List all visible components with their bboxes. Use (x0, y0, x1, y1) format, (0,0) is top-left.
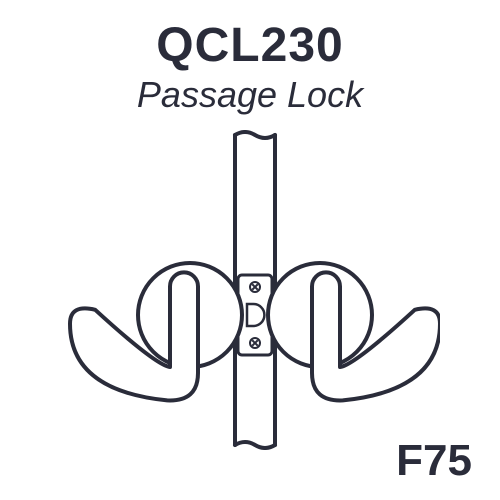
lock-icon (60, 130, 440, 450)
lock-diagram (60, 130, 440, 450)
model-title: QCL230 (0, 18, 500, 73)
ansi-code: F75 (396, 436, 472, 486)
page: QCL230 Passage Lock F75 (0, 0, 500, 500)
lock-name: Passage Lock (0, 74, 500, 116)
